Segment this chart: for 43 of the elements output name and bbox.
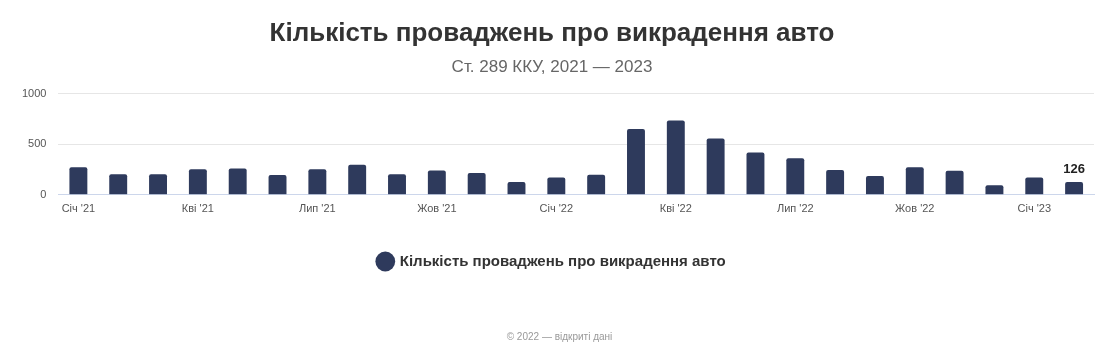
bar: [786, 158, 805, 195]
bar: [388, 174, 406, 195]
chart-subtitle: Ст. 289 ККУ, 2021 — 2023: [451, 57, 653, 77]
bar: [666, 120, 685, 195]
y-tick-label: 1000: [21, 86, 47, 99]
legend-label: Кількість проваджень про викрадення авто: [399, 251, 726, 269]
bar: [1065, 182, 1084, 195]
bar: [746, 152, 765, 195]
y-tick-label: 0: [40, 187, 47, 200]
x-tick-label: Жов '22: [895, 202, 935, 215]
bar: [109, 174, 128, 195]
bar: [149, 174, 167, 195]
bar: [905, 167, 924, 195]
x-tick-label: Січ '23: [1017, 202, 1052, 215]
bar: [507, 181, 526, 195]
bar: [865, 176, 884, 195]
bar: [587, 174, 606, 195]
x-tick-label: Лип '21: [298, 202, 336, 215]
bar: [627, 128, 645, 195]
bar: [348, 164, 367, 195]
data-label: 126: [1063, 161, 1085, 177]
bar: [228, 168, 247, 195]
bar: [188, 169, 207, 195]
x-tick-label: Жов '21: [417, 202, 457, 215]
y-tick-label: 500: [28, 137, 47, 150]
bar: [945, 170, 964, 195]
bar: [308, 169, 327, 195]
bar: [1025, 177, 1044, 195]
x-tick-label: Січ '21: [61, 202, 96, 215]
text: © 2022 — відкриті дані: [506, 330, 613, 342]
x-tick-label: Кві '21: [181, 202, 214, 215]
bar: [706, 138, 725, 195]
bar: [69, 167, 88, 195]
bar: [427, 170, 446, 195]
chart-title: Кількість проваджень про викрадення авто: [269, 16, 835, 47]
x-tick-label: Січ '22: [539, 202, 574, 215]
bar: [547, 177, 566, 195]
bar: [985, 185, 1004, 195]
bar: [467, 172, 486, 195]
x-tick-label: Лип '22: [776, 202, 814, 215]
bar: [826, 169, 845, 195]
bar: [268, 174, 287, 195]
x-tick-label: Кві '22: [659, 202, 692, 215]
